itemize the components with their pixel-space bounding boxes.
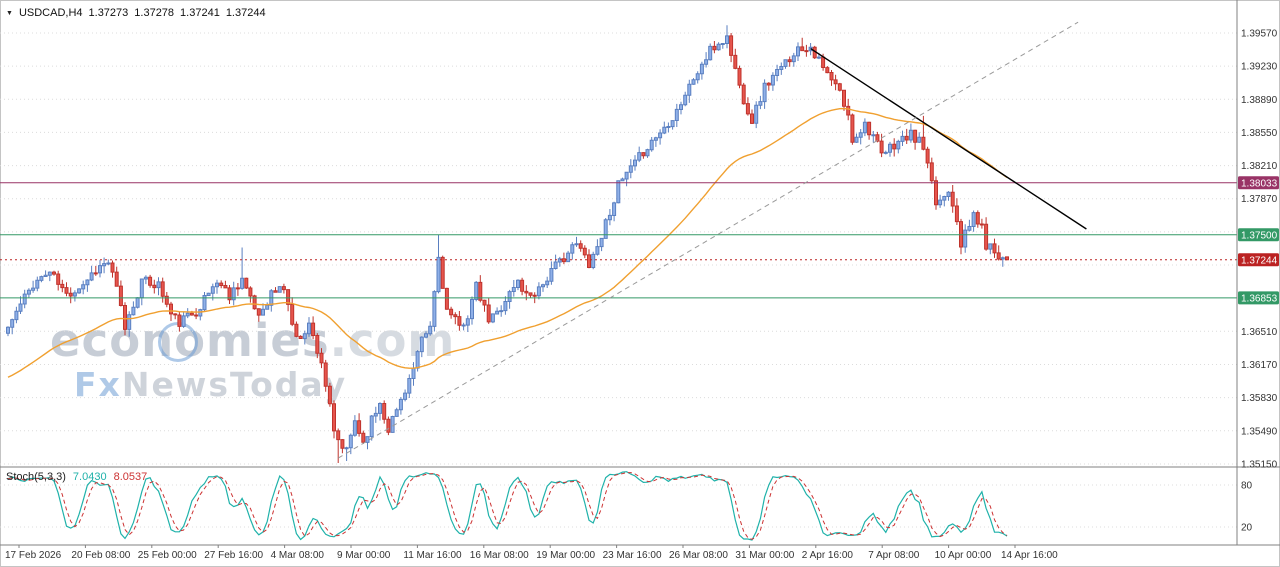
up-candle-wicks[interactable]: [7, 25, 1004, 461]
symbol-quote-bar: ▼ USDCAD,H4 1.37273 1.37278 1.37241 1.37…: [6, 7, 266, 19]
trendline-descending-resistance[interactable]: [810, 48, 1087, 230]
price-level-badge-text: 1.37500: [1241, 230, 1278, 241]
price-tick-label: 1.39230: [1241, 62, 1278, 73]
stoch-name: Stoch(5,3,3): [6, 471, 66, 483]
price-tick-label: 1.37870: [1241, 194, 1278, 205]
time-axis-label: 4 Mar 08:00: [271, 550, 325, 561]
price-tick-label: 1.39570: [1241, 29, 1278, 40]
price-level-badge-text: 1.38033: [1241, 178, 1278, 189]
time-axis-label: 31 Mar 00:00: [735, 550, 794, 561]
price-tick-label: 1.36170: [1241, 360, 1278, 371]
price-level-badge: [1238, 253, 1279, 267]
quote-low: 1.37241: [180, 7, 220, 19]
moving-average-line[interactable]: [7, 107, 1008, 378]
time-axis-label: 27 Feb 16:00: [204, 550, 263, 561]
time-axis-label: 10 Apr 00:00: [935, 550, 992, 561]
price-tick-label: 1.38550: [1241, 128, 1278, 139]
time-axis-label: 16 Mar 08:00: [470, 550, 529, 561]
price-level-badge: [1238, 176, 1279, 190]
time-axis-label: 25 Feb 00:00: [138, 550, 197, 561]
stoch-tick-label: 20: [1241, 523, 1253, 534]
time-axis-label: 9 Mar 00:00: [337, 550, 391, 561]
stoch-tick-label: 80: [1241, 481, 1253, 492]
quote-open: 1.37273: [88, 7, 129, 19]
time-axis-label: 17 Feb 2026: [5, 550, 62, 561]
price-tick-label: 1.38210: [1241, 161, 1278, 172]
chevron-down-icon[interactable]: ▼: [6, 9, 13, 17]
time-axis-label: 7 Apr 08:00: [868, 550, 920, 561]
quote-high: 1.37278: [134, 7, 175, 19]
price-level-badge-text: 1.37244: [1241, 255, 1278, 266]
trendline-ascending-support[interactable]: [337, 21, 1079, 459]
price-level-badge: [1238, 291, 1279, 305]
price-tick-label: 1.35490: [1241, 426, 1278, 437]
symbol-timeframe-label: USDCAD,H4: [18, 7, 83, 19]
quote-close: 1.37244: [225, 7, 266, 19]
stoch-d-line[interactable]: [7, 472, 1008, 540]
time-axis-label: 20 Feb 08:00: [71, 550, 130, 561]
time-axis-label: 11 Mar 16:00: [403, 550, 462, 561]
down-candle-wicks[interactable]: [53, 33, 1008, 463]
stoch-k-value: 7.0430: [72, 471, 107, 483]
time-axis-label: 23 Mar 16:00: [603, 550, 662, 561]
time-axis-label: 19 Mar 00:00: [536, 550, 595, 561]
stoch-indicator-label: Stoch(5,3,3) 7.0430 8.0537: [6, 471, 147, 483]
stoch-d-value: 8.0537: [113, 471, 148, 483]
down-candles[interactable]: [52, 35, 1009, 449]
time-axis-label: 2 Apr 16:00: [802, 550, 854, 561]
price-tick-label: 1.35830: [1241, 393, 1278, 404]
price-level-badge: [1238, 228, 1279, 242]
price-tick-label: 1.35150: [1241, 460, 1278, 471]
price-tick-label: 1.38890: [1241, 95, 1278, 106]
stoch-k-line[interactable]: [7, 471, 1008, 541]
up-candles[interactable]: [6, 35, 1005, 450]
time-axis-label: 26 Mar 08:00: [669, 550, 728, 561]
price-tick-label: 1.36510: [1241, 327, 1278, 338]
price-level-badge-text: 1.36853: [1241, 293, 1278, 304]
time-axis-label: 14 Apr 16:00: [1001, 550, 1058, 561]
